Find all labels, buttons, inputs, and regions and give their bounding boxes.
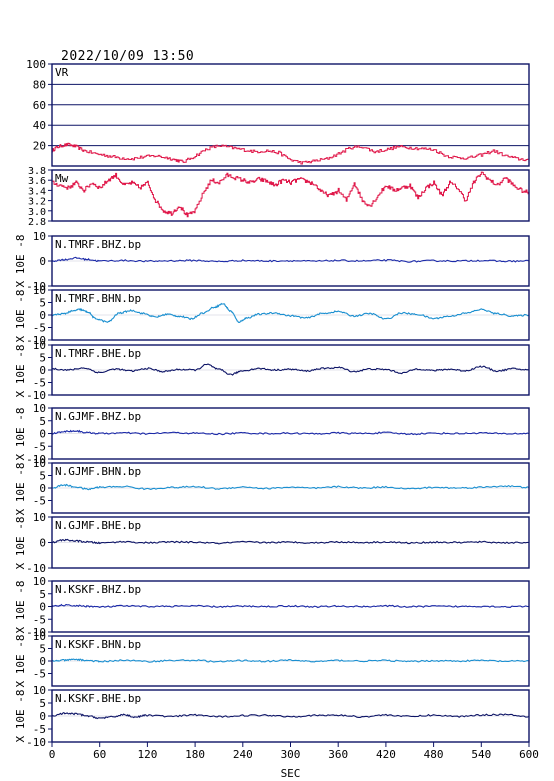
x-axis-tick-label: 300: [281, 748, 301, 761]
vr-frame: [51, 63, 530, 167]
vr-ytick-label: 80: [33, 78, 46, 91]
y-axis-unit-label: X 10E -8: [14, 290, 27, 343]
tmrf-bhe-ytick-label: -10: [26, 389, 46, 402]
page-title: 2022/10/09 13:50: [61, 49, 195, 64]
gjmf-bhe-ytick-label: 0: [39, 537, 46, 550]
kskf-bhz-label: N.KSKF.BHZ.bp: [55, 583, 141, 596]
x-axis-tick-label: 240: [233, 748, 253, 761]
vr-series: [52, 142, 530, 165]
x-axis-label: SEC: [281, 767, 301, 780]
x-axis-tick-label: 480: [424, 748, 444, 761]
tmrf-bhn-ytick-label: -10: [26, 334, 46, 347]
kskf-bhe-ytick-label: 10: [33, 684, 46, 697]
gjmf-bhz-ytick-label: 10: [33, 402, 46, 415]
vr-label: VR: [55, 66, 69, 79]
vr-ytick-label: 20: [33, 140, 46, 153]
tmrf-bhz-ytick-label: -10: [26, 280, 46, 293]
gjmf-bhz-label: N.GJMF.BHZ.bp: [55, 410, 141, 423]
x-axis-tick-label: 180: [185, 748, 205, 761]
mw-frame: [51, 169, 530, 222]
tmrf-bhn-ytick-label: 5: [39, 297, 46, 310]
x-axis-tick-label: 420: [376, 748, 396, 761]
y-axis-unit-label: X 10E -8: [14, 690, 27, 743]
kskf-bhn-label: N.KSKF.BHN.bp: [55, 638, 141, 651]
mw-ytick-label: 2.8: [28, 217, 46, 228]
mw-label: Mw: [55, 172, 69, 185]
kskf-bhn-ytick-label: 5: [39, 643, 46, 656]
gjmf-bhz-ytick-label: -10: [26, 453, 46, 466]
tmrf-bhn-label: N.TMRF.BHN.bp: [55, 292, 141, 305]
x-axis-tick-label: 0: [49, 748, 56, 761]
mw-ytick-label: 3.4: [28, 186, 46, 197]
x-axis-tick-label: 360: [328, 748, 348, 761]
tmrf-bhe-ytick-label: 0: [39, 364, 46, 377]
tmrf-bhe-ytick-label: -5: [33, 377, 46, 390]
y-axis-unit-label: X 10E -8: [14, 635, 27, 688]
gjmf-bhz-ytick-label: -5: [33, 440, 46, 453]
tmrf-bhn-ytick-label: -5: [33, 322, 46, 335]
x-axis-tick-label: 540: [471, 748, 491, 761]
vr-ytick-label: 100: [26, 58, 46, 71]
tmrf-bhz-ytick-label: 10: [33, 230, 46, 243]
vr-ytick-label: 40: [33, 119, 46, 132]
kskf-bhn-ytick-label: -5: [33, 668, 46, 681]
kskf-bhz-ytick-label: 0: [39, 601, 46, 614]
gjmf-bhn-ytick-label: 10: [33, 457, 46, 470]
vr-ytick-label: 60: [33, 99, 46, 112]
kskf-bhz-ytick-label: 10: [33, 575, 46, 588]
y-axis-unit-label: X 10E -8: [14, 408, 27, 461]
tmrf-bhz-ytick-label: 0: [39, 255, 46, 268]
gjmf-bhe-ytick-label: -10: [26, 562, 46, 575]
kskf-bhe-series: [51, 711, 530, 720]
mw-ytick-label: 3.6: [28, 176, 46, 187]
tmrf-bhz-series: [51, 256, 530, 263]
kskf-bhn-series: [51, 658, 530, 663]
gjmf-bhn-label: N.GJMF.BHN.bp: [55, 465, 141, 478]
mw-ytick-label: 3.0: [28, 207, 46, 218]
gjmf-bhn-ytick-label: 5: [39, 470, 46, 483]
tmrf-bhn-ytick-label: 0: [39, 309, 46, 322]
gjmf-bhz-ytick-label: 5: [39, 415, 46, 428]
y-axis-unit-label: X 10E -8: [14, 463, 27, 516]
gjmf-bhn-ytick-label: 0: [39, 482, 46, 495]
kskf-bhe-ytick-label: 5: [39, 697, 46, 710]
tmrf-bhz-label: N.TMRF.BHZ.bp: [55, 238, 141, 251]
y-axis-unit-label: X 10E -8: [14, 235, 27, 288]
gjmf-bhe-label: N.GJMF.BHE.bp: [55, 519, 141, 532]
mw-ytick-label: 3.8: [28, 166, 46, 177]
tmrf-bhe-label: N.TMRF.BHE.bp: [55, 347, 141, 360]
gjmf-bhn-series: [52, 483, 530, 491]
x-axis-tick-label: 60: [93, 748, 106, 761]
y-axis-unit-label: X 10E -8: [14, 517, 27, 570]
mw-ytick-label: 3.2: [28, 197, 46, 208]
gjmf-bhz-ytick-label: 0: [39, 428, 46, 441]
kskf-bhe-ytick-label: 0: [39, 710, 46, 723]
x-axis-tick-label: 600: [519, 748, 539, 761]
mw-series: [52, 171, 530, 218]
kskf-bhe-ytick-label: -10: [26, 736, 46, 749]
tmrf-bhn-series: [51, 302, 530, 324]
x-axis-tick-label: 120: [137, 748, 157, 761]
kskf-bhz-ytick-label: -10: [26, 626, 46, 639]
gjmf-bhz-series: [51, 429, 530, 436]
y-axis-unit-label: X 10E -8: [14, 581, 27, 634]
tmrf-bhe-ytick-label: 10: [33, 339, 46, 352]
kskf-bhn-ytick-label: 10: [33, 630, 46, 643]
gjmf-bhn-ytick-label: -5: [33, 495, 46, 508]
kskf-bhz-ytick-label: 5: [39, 588, 46, 601]
kskf-bhe-label: N.KSKF.BHE.bp: [55, 692, 141, 705]
tmrf-bhe-series: [51, 363, 530, 376]
kskf-bhz-ytick-label: -5: [33, 613, 46, 626]
kskf-bhz-series: [51, 603, 530, 609]
kskf-bhn-ytick-label: 0: [39, 655, 46, 668]
tmrf-bhe-ytick-label: 5: [39, 352, 46, 365]
tmrf-bhn-ytick-label: 10: [33, 284, 46, 297]
gjmf-bhe-ytick-label: 10: [33, 511, 46, 524]
y-axis-unit-label: X 10E -8: [14, 345, 27, 398]
gjmf-bhe-series: [51, 538, 530, 545]
kskf-bhe-ytick-label: -5: [33, 723, 46, 736]
